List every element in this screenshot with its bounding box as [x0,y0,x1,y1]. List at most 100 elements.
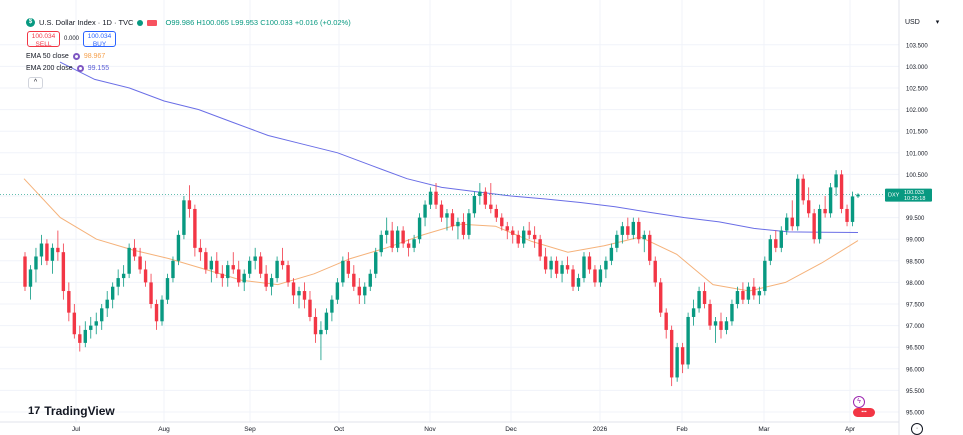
candle [297,286,301,309]
candle [467,208,471,240]
candle-body [505,226,509,231]
symbol-title[interactable]: U.S. Dollar Index · 1D · TVC [39,18,134,27]
dollar-icon: $ [26,18,35,27]
candle-body [785,217,789,231]
settings-icon[interactable] [76,65,84,72]
candle [363,282,367,304]
candle-body [565,265,570,270]
candle-body [302,291,307,300]
candle [806,187,811,218]
candle [401,226,405,248]
candle [242,269,246,292]
candle-body [39,243,44,257]
candle [669,325,674,387]
candle [642,230,646,253]
symbol-header[interactable]: $ U.S. Dollar Index · 1D · TVC O99.986 H… [26,18,351,27]
candle-body [215,260,219,274]
ema50-legend[interactable]: EMA 50 close 98.967 [26,53,105,60]
candle-body [264,273,268,287]
candle-body [357,286,361,296]
events-flag-icon[interactable]: ▪▪▪ [853,408,875,417]
collapse-legend-button[interactable]: ^ [28,77,43,89]
candle-body [779,230,783,248]
candle [812,208,816,244]
candle-body [291,282,296,296]
chart-grid [0,0,899,422]
currency-selector[interactable]: USD ▾ [905,18,939,26]
candle [757,286,762,304]
x-tick-label: Aug [158,426,170,433]
candle-body [67,291,71,313]
ema200-line [59,61,859,233]
buy-button[interactable]: 100.034 BUY [83,31,116,48]
ema200-value: 99.155 [87,65,110,72]
candle [571,265,575,292]
high-value: H100.065 [196,18,229,27]
candle [516,230,520,248]
candle-body [615,234,619,248]
flag-icon [147,19,158,26]
candle-body [154,304,159,322]
candle [686,312,690,369]
candle-body [61,252,66,292]
candle-body [653,260,657,283]
change-value: +0.016 (+0.02%) [294,18,351,27]
candle-body [269,278,274,287]
candle-body [324,312,329,330]
candle-body [724,321,729,330]
candle-body [774,239,778,248]
candle-body [489,204,493,209]
candle-body [330,299,334,313]
candle-body [697,291,701,309]
candle [368,269,372,292]
candle [472,191,477,218]
candle-body [450,213,455,227]
candle-body [834,174,838,188]
candle-body [313,316,318,335]
candle-body [346,260,351,274]
candle [61,243,66,300]
candle [785,213,789,235]
candle-body [467,213,471,235]
candle [845,204,849,227]
ema200-legend[interactable]: EMA 200 close 99.155 [26,65,109,72]
candle [461,213,466,240]
y-tick-label: 95.000 [906,411,925,417]
candle [428,187,433,209]
settings-icon[interactable] [72,53,80,60]
candle-body [801,178,805,201]
last-price-symbol: DXY [888,193,900,199]
candle [346,252,351,279]
lightning-icon[interactable]: ϟ [853,396,865,408]
candle-body [72,312,77,335]
gear-icon[interactable]: · [911,423,923,435]
candle-body [182,200,186,235]
candle [708,299,712,330]
x-tick-label: Oct [334,426,344,433]
candle-body [45,243,49,261]
candle-body [757,291,762,296]
candle [45,239,49,266]
candle-body [582,256,586,279]
candle [675,342,679,382]
candle-body [806,200,811,214]
candle-body [28,269,33,287]
candle-body [845,208,849,222]
y-tick-label: 97.500 [906,303,925,309]
candle-body [143,269,148,283]
ema50-value: 98.967 [83,53,106,60]
candle-body [763,260,767,292]
candle-body [571,269,575,287]
candle-body [198,247,203,253]
candle-body [406,243,411,248]
candle-body [631,221,636,235]
candle-body [823,208,827,214]
candle [116,269,120,296]
chevron-down-icon: ▾ [935,19,940,26]
sell-button[interactable]: 100.034 SELL [27,31,60,48]
time-axis: Jul Aug Sep Oct Nov Dec 2026 Feb Mar Apr [0,421,899,433]
y-tick-label: 103.000 [906,65,928,71]
candle [154,299,159,330]
candle-body [680,347,685,365]
